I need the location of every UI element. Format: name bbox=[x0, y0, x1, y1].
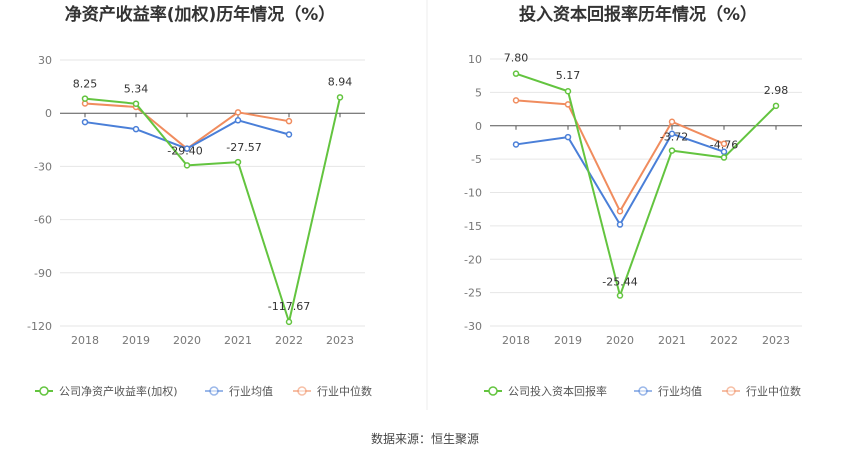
x-tick-label: 2022 bbox=[710, 334, 738, 347]
data-point-1 bbox=[234, 117, 242, 124]
y-tick-label: -90 bbox=[34, 267, 52, 280]
x-tick-label: 2023 bbox=[762, 334, 790, 347]
data-point-2 bbox=[285, 117, 293, 125]
y-tick-label: 0 bbox=[45, 107, 52, 120]
x-tick-label: 2018 bbox=[502, 334, 530, 347]
data-point-1 bbox=[616, 221, 624, 228]
x-tick-label: 2022 bbox=[275, 334, 303, 347]
legend-label: 公司投入资本回报率 bbox=[508, 384, 607, 398]
legend-swatch-marker bbox=[209, 386, 219, 396]
data-label: 7.80 bbox=[504, 52, 529, 65]
legend-label: 公司净资产收益率(加权) bbox=[59, 384, 178, 398]
y-tick-label: -30 bbox=[34, 160, 52, 173]
data-point-0 bbox=[512, 70, 520, 77]
y-tick-label: 30 bbox=[38, 54, 52, 67]
legend-swatch-marker bbox=[726, 386, 736, 396]
data-point-2 bbox=[564, 101, 572, 108]
x-tick-label: 2023 bbox=[326, 334, 354, 347]
roic-chart-panel: 投入资本回报率历年情况（%） 10 5 0 -5 -10 -15 -20 -25 -30 2018 2… bbox=[464, 4, 802, 398]
data-point-1 bbox=[668, 130, 676, 138]
data-source-note: 数据来源：恒生聚源 bbox=[371, 431, 479, 446]
y-tick-label: -60 bbox=[34, 214, 52, 227]
data-point-2 bbox=[234, 109, 242, 116]
y-tick-label: -15 bbox=[464, 220, 482, 233]
legend-label: 行业均值 bbox=[658, 385, 702, 398]
y-tick-label: -120 bbox=[27, 320, 52, 333]
data-point-1 bbox=[81, 118, 89, 126]
x-tick-label: 2021 bbox=[224, 334, 252, 347]
data-point-0 bbox=[183, 162, 191, 169]
y-tick-label: -10 bbox=[464, 187, 482, 200]
x-tick-label: 2019 bbox=[554, 334, 582, 347]
x-tick-label: 2021 bbox=[658, 334, 686, 347]
series-line-0 bbox=[515, 72, 777, 297]
legend-swatch-marker bbox=[39, 386, 49, 396]
data-label: -4.76 bbox=[710, 139, 738, 152]
x-tick-label: 2020 bbox=[173, 334, 201, 347]
data-point-0 bbox=[564, 87, 572, 95]
y-tick-label: 10 bbox=[468, 53, 482, 66]
data-point-0 bbox=[285, 318, 293, 326]
roe-chart-panel: 净资产收益率(加权)历年情况（%） 30 0 -30 -60 -90 -120 2018 201… bbox=[27, 4, 372, 398]
legend-swatch-marker bbox=[488, 386, 498, 396]
data-point-1 bbox=[132, 125, 140, 133]
data-point-2 bbox=[668, 118, 676, 125]
data-label: -25.44 bbox=[602, 276, 637, 289]
y-tick-label: 0 bbox=[475, 120, 482, 133]
data-point-0 bbox=[720, 154, 728, 161]
data-label: 5.17 bbox=[556, 69, 581, 82]
data-point-0 bbox=[772, 102, 780, 110]
data-point-0 bbox=[616, 292, 624, 299]
chart-title: 净资产收益率(加权)历年情况（%） bbox=[65, 4, 336, 25]
data-point-2 bbox=[720, 140, 728, 148]
data-point-1 bbox=[564, 133, 572, 141]
y-tick-label: -25 bbox=[464, 287, 482, 300]
x-tick-label: 2018 bbox=[71, 334, 99, 347]
data-point-0 bbox=[668, 147, 676, 154]
data-point-1 bbox=[512, 141, 520, 148]
legend-label: 行业均值 bbox=[229, 385, 273, 398]
data-label: -29.40 bbox=[167, 144, 202, 157]
data-point-0 bbox=[336, 94, 344, 101]
legend-label: 行业中位数 bbox=[746, 384, 801, 398]
data-label: -117.67 bbox=[268, 300, 310, 313]
y-tick-label: -5 bbox=[471, 153, 482, 166]
chart-title: 投入资本回报率历年情况（%） bbox=[519, 4, 757, 25]
data-label: -27.57 bbox=[226, 141, 261, 154]
x-tick-label: 2020 bbox=[606, 334, 634, 347]
data-label: 8.25 bbox=[73, 78, 98, 91]
data-point-0 bbox=[234, 158, 242, 166]
y-tick-label: 5 bbox=[475, 86, 482, 99]
x-tick-label: 2019 bbox=[122, 334, 150, 347]
data-label: 5.34 bbox=[124, 83, 149, 96]
data-point-2 bbox=[616, 207, 624, 215]
series-line-0 bbox=[84, 97, 341, 323]
legend-swatch-marker bbox=[297, 386, 307, 396]
data-point-1 bbox=[183, 145, 191, 152]
series-line-2 bbox=[515, 99, 725, 213]
data-point-2 bbox=[512, 97, 520, 104]
y-tick-label: -30 bbox=[464, 320, 482, 333]
data-label: 8.94 bbox=[328, 75, 353, 88]
data-point-0 bbox=[132, 100, 140, 107]
data-point-0 bbox=[81, 95, 89, 102]
legend-label: 行业中位数 bbox=[317, 384, 372, 398]
data-point-1 bbox=[285, 131, 293, 138]
y-tick-label: -20 bbox=[464, 253, 482, 266]
data-label: 2.98 bbox=[764, 84, 789, 97]
data-label: -3.72 bbox=[660, 131, 688, 144]
legend-swatch-marker bbox=[638, 386, 648, 396]
